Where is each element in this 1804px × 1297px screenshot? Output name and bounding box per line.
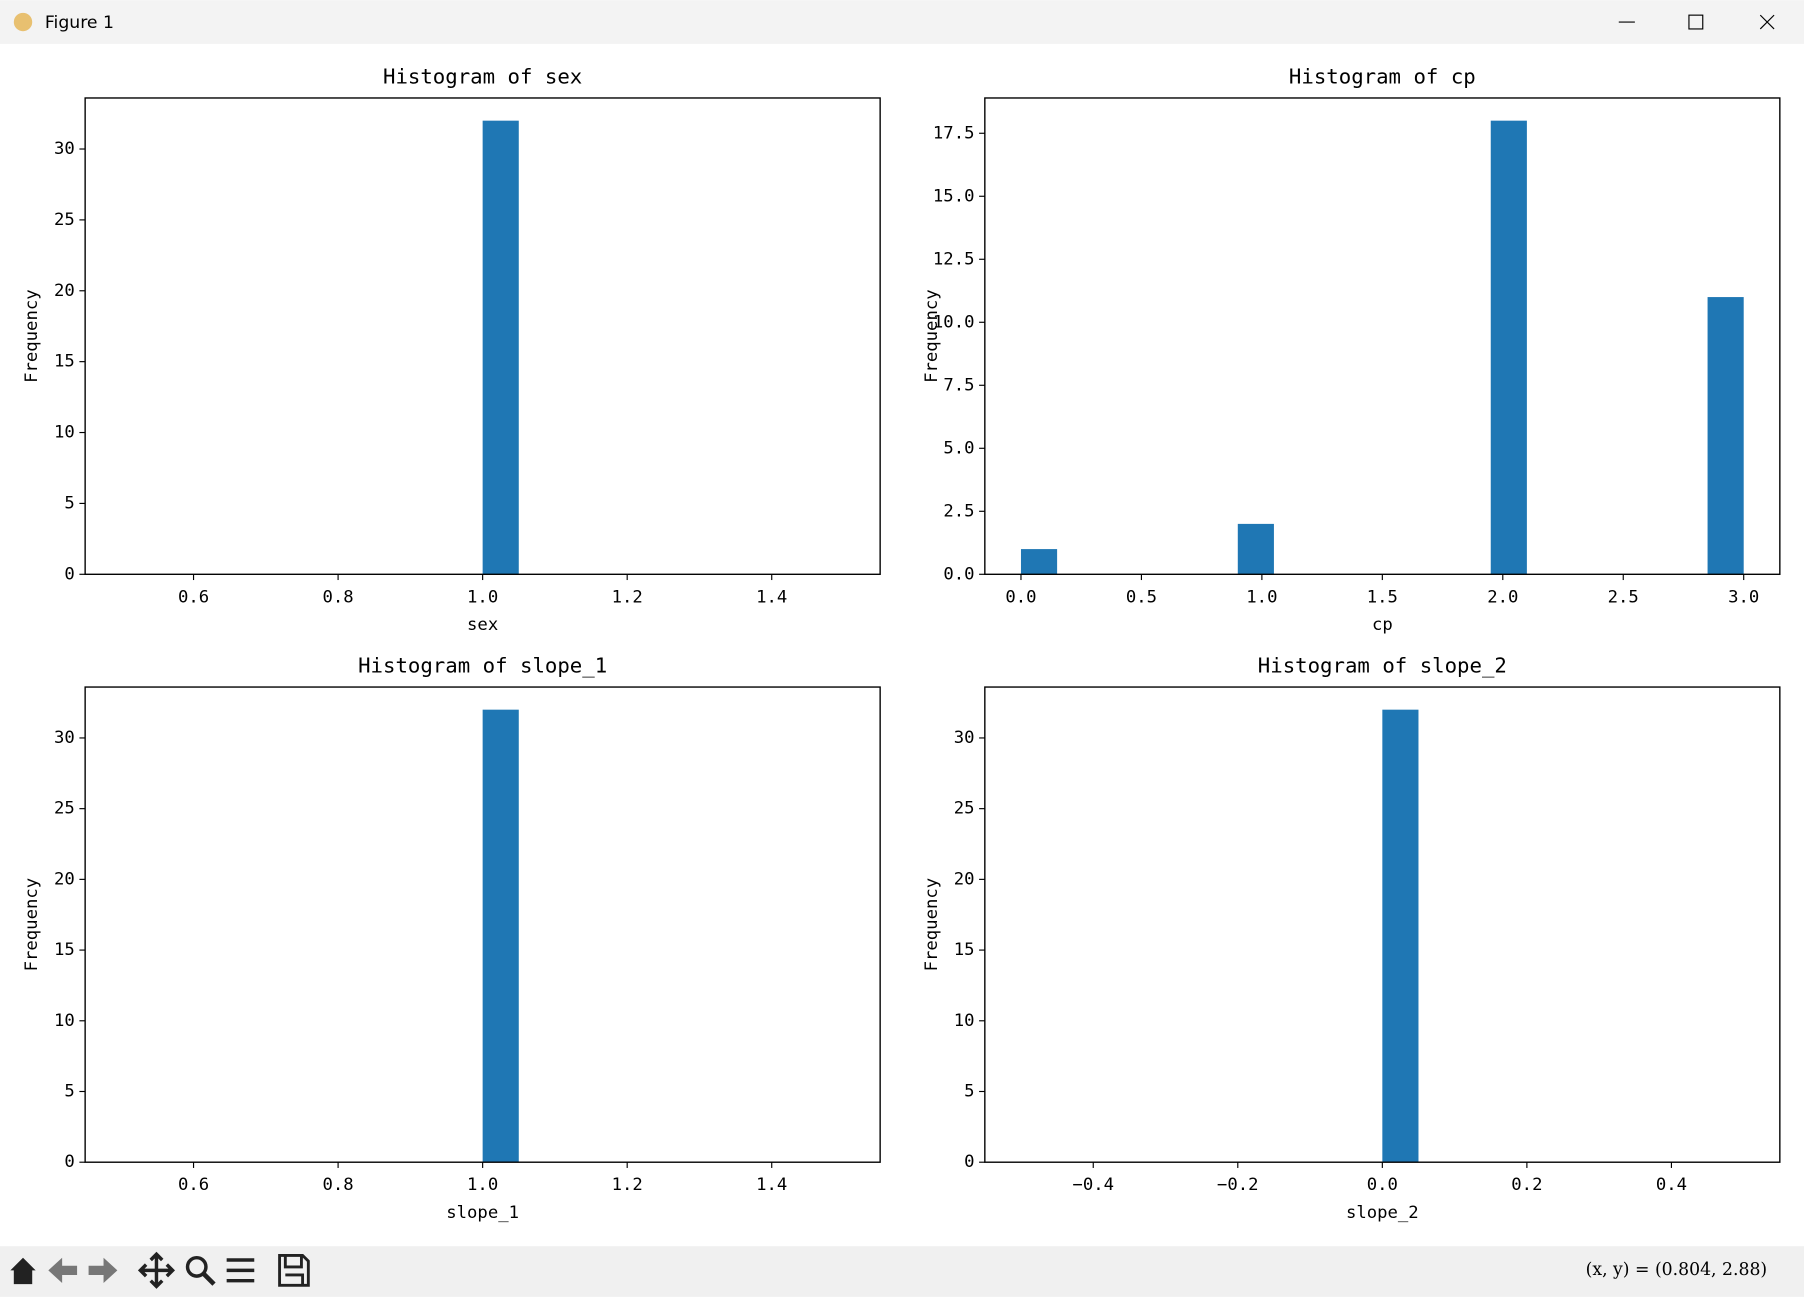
home-button[interactable]: [10, 1257, 36, 1285]
bar: [1237, 523, 1274, 575]
forward-button[interactable]: [88, 1257, 118, 1284]
y-tick-label: 20: [54, 869, 75, 889]
bar: [482, 120, 519, 575]
x-axis-label: slope_1: [446, 1203, 519, 1223]
y-tick-label: 5.0: [943, 438, 974, 458]
y-axis-label: Frequency: [22, 878, 42, 971]
axes-frame: [84, 686, 881, 1163]
x-tick-label: 1.4: [756, 587, 787, 607]
x-tick-label: 0.6: [178, 1175, 209, 1195]
y-tick-label: 7.5: [943, 375, 974, 395]
y-axis-label: Frequency: [922, 289, 942, 382]
x-tick-label: 1.2: [612, 587, 643, 607]
x-axis-label: slope_2: [1346, 1203, 1419, 1223]
x-tick-label: 1.5: [1367, 587, 1398, 607]
y-tick-label: 10: [954, 1011, 975, 1031]
y-tick-label: 25: [54, 799, 75, 819]
x-tick-label: 1.0: [1246, 587, 1277, 607]
x-tick-label: 2.5: [1608, 587, 1639, 607]
y-tick-label: 12.5: [933, 249, 975, 269]
chart-title: Histogram of sex: [383, 64, 582, 88]
x-tick-label: 0.2: [1511, 1175, 1542, 1195]
pan-button[interactable]: [137, 1251, 176, 1289]
zoom-button[interactable]: [185, 1255, 216, 1286]
y-tick-label: 0.0: [943, 564, 974, 584]
app-icon: [13, 12, 33, 32]
y-tick-label: 0: [64, 1152, 74, 1172]
y-tick-label: 15: [954, 940, 975, 960]
x-tick-label: 2.0: [1487, 587, 1518, 607]
x-tick-label: −0.4: [1072, 1175, 1114, 1195]
chart-title: Histogram of cp: [1289, 64, 1476, 88]
x-axis-label: sex: [467, 615, 498, 635]
x-tick-label: 1.4: [756, 1175, 787, 1195]
x-tick-label: 0.6: [178, 587, 209, 607]
y-tick-label: 30: [54, 139, 75, 159]
x-tick-label: 3.0: [1728, 587, 1759, 607]
bar: [1490, 120, 1527, 575]
x-tick-label: 0.0: [1367, 1175, 1398, 1195]
x-tick-label: 1.0: [467, 1175, 498, 1195]
save-button[interactable]: [278, 1253, 310, 1287]
y-tick-label: 0: [64, 564, 74, 584]
bar: [1382, 709, 1419, 1163]
y-tick-label: 20: [54, 281, 75, 301]
y-tick-label: 5: [64, 493, 74, 513]
chart-title: Histogram of slope_2: [1258, 653, 1507, 677]
y-tick-label: 10.0: [933, 312, 975, 332]
y-tick-label: 17.5: [933, 123, 975, 143]
x-tick-label: 0.8: [323, 587, 354, 607]
x-tick-label: −0.2: [1217, 1175, 1259, 1195]
bar: [1020, 549, 1058, 575]
y-tick-label: 25: [54, 210, 75, 230]
bar: [1707, 297, 1744, 575]
maximize-button[interactable]: [1688, 14, 1704, 30]
x-tick-label: 1.2: [612, 1175, 643, 1195]
y-axis-label: Frequency: [22, 289, 42, 382]
x-tick-label: 1.0: [467, 587, 498, 607]
x-tick-label: 0.5: [1126, 587, 1157, 607]
axes-frame: [984, 686, 1781, 1163]
configure-button[interactable]: [226, 1258, 255, 1283]
y-tick-label: 10: [54, 1011, 75, 1031]
y-tick-label: 10: [54, 423, 75, 443]
y-tick-label: 0: [964, 1152, 974, 1172]
x-axis-label: cp: [1372, 615, 1393, 635]
status-coordinates: (x, y) = (0.804, 2.88): [1586, 1260, 1768, 1280]
y-tick-label: 5: [964, 1081, 974, 1101]
y-tick-label: 30: [954, 728, 975, 748]
close-button[interactable]: [1759, 14, 1775, 30]
x-tick-label: 0.8: [323, 1175, 354, 1195]
x-tick-label: 0.0: [1005, 587, 1036, 607]
y-tick-label: 25: [954, 799, 975, 819]
bar: [482, 709, 519, 1163]
window-title: Figure 1: [45, 13, 114, 33]
toolbar: [0, 1246, 1804, 1297]
back-button[interactable]: [48, 1257, 78, 1284]
chart-title: Histogram of slope_1: [358, 653, 607, 677]
y-tick-label: 15.0: [933, 186, 975, 206]
y-axis-label: Frequency: [922, 878, 942, 971]
y-tick-label: 5: [64, 1081, 74, 1101]
y-tick-label: 15: [54, 940, 75, 960]
x-tick-label: 0.4: [1656, 1175, 1687, 1195]
y-tick-label: 20: [954, 869, 975, 889]
y-tick-label: 2.5: [943, 501, 974, 521]
title-bar: [0, 0, 1804, 44]
y-tick-label: 15: [54, 352, 75, 372]
y-tick-label: 30: [54, 728, 75, 748]
